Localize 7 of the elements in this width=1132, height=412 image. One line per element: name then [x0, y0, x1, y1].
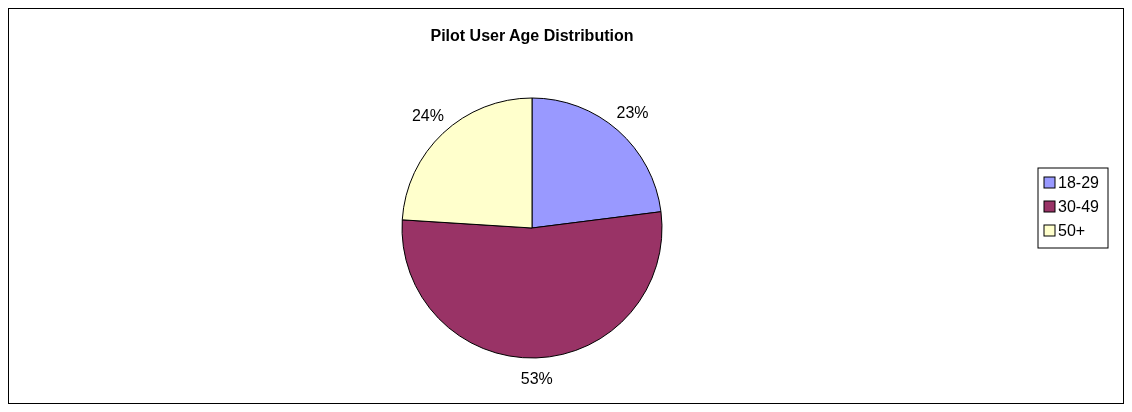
legend-label: 50+: [1058, 222, 1086, 239]
legend-label: 30-49: [1058, 198, 1100, 215]
data-label: 23%: [616, 104, 649, 122]
legend-label: 18-29: [1058, 174, 1100, 191]
chart-title: Pilot User Age Distribution: [430, 27, 634, 44]
data-label: 24%: [411, 107, 444, 125]
data-label: 53%: [520, 370, 553, 388]
